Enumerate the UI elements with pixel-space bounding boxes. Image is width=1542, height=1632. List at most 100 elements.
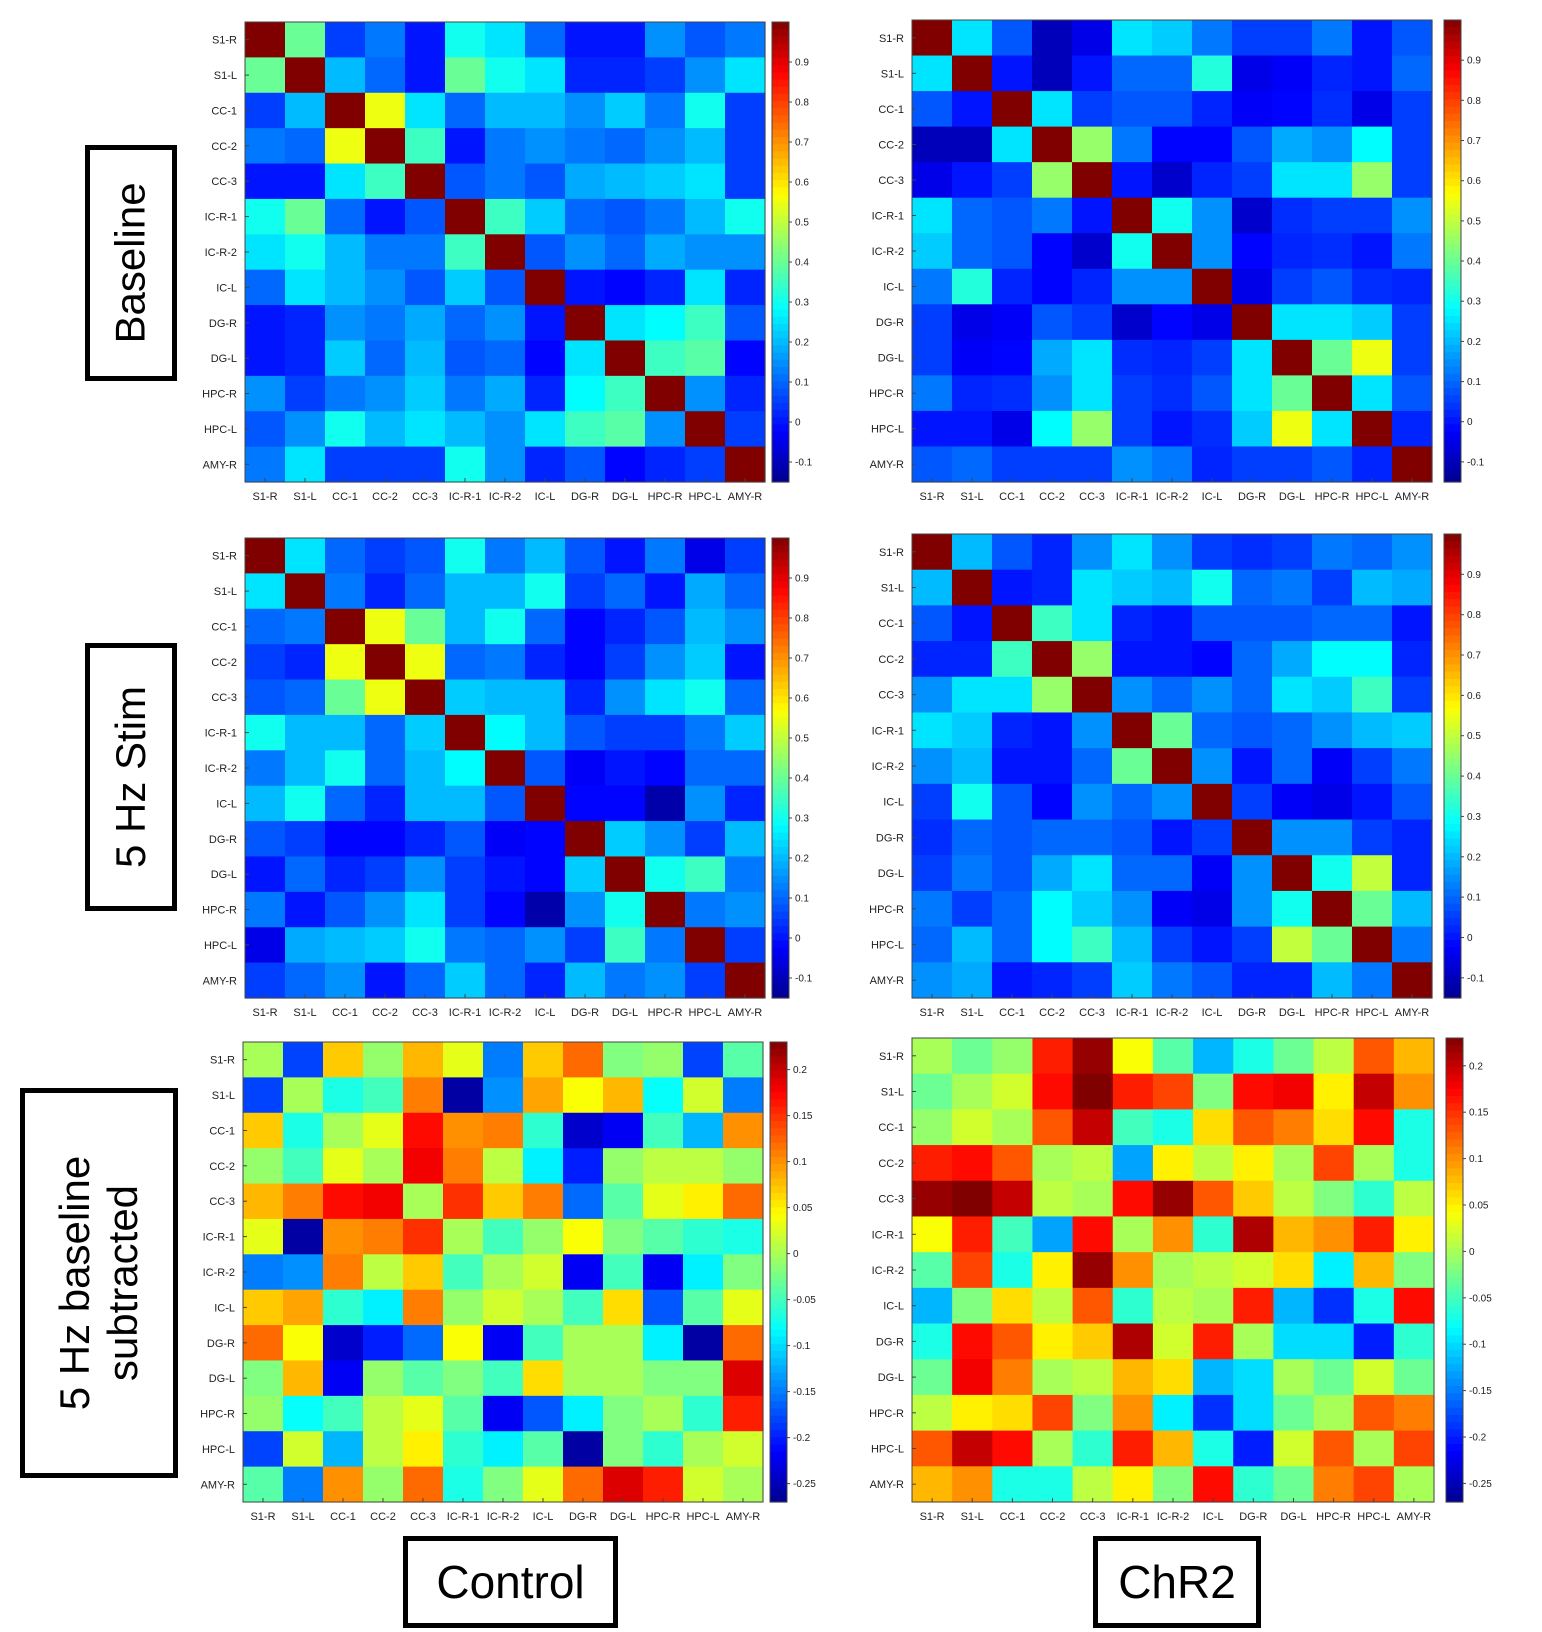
x-tick-label: CC-1 (999, 491, 1025, 503)
heatmap-cell (1112, 162, 1153, 199)
heatmap-cell (1312, 304, 1353, 341)
colorbar-segment (770, 1466, 787, 1474)
heatmap-cell (1072, 1323, 1114, 1360)
colorbar-segment (772, 460, 789, 469)
heatmap-cell (1112, 1145, 1154, 1182)
colorbar-segment (770, 1451, 787, 1460)
heatmap-cell (285, 891, 326, 928)
heatmap-cell (325, 962, 366, 999)
heatmap-cell (285, 411, 326, 448)
heatmap-cell (1152, 1145, 1194, 1182)
heatmap-cell (1032, 20, 1073, 57)
heatmap-cell (245, 446, 286, 483)
colorbar-segment (772, 653, 789, 661)
colorbar-segment (772, 552, 789, 561)
heatmap-cell (325, 891, 366, 928)
heatmap-cell (645, 340, 686, 377)
heatmap-cell (1193, 1359, 1234, 1396)
heatmap-cell (243, 1360, 284, 1397)
colorbar-segment (1444, 860, 1461, 869)
colorbar-segment (772, 674, 789, 683)
heatmap-cell (992, 375, 1033, 412)
x-tick-label: DG-R (569, 1511, 597, 1523)
heatmap-panel-1: S1-RS1-LCC-1CC-2CC-3IC-R-1IC-R-2IC-LDG-R… (202, 21, 813, 503)
heatmap-cell (1152, 1038, 1194, 1075)
y-tick-label: S1-L (214, 586, 237, 598)
colorbar-segment (1446, 1386, 1463, 1394)
colorbar-segment (770, 1063, 787, 1072)
colorbar-segment (1444, 308, 1461, 317)
colorbar-segment (1444, 787, 1461, 796)
colorbar-segment (772, 861, 789, 870)
colorbar-segment (770, 1106, 787, 1115)
heatmap-cell (1272, 712, 1313, 749)
colorbar-segment (1444, 229, 1461, 238)
heatmap-cell (1312, 339, 1353, 376)
heatmap-cell (523, 1431, 564, 1468)
colorbar-segment (1446, 1429, 1463, 1438)
heatmap-cell (483, 1466, 524, 1503)
heatmap-cell (683, 1395, 724, 1432)
heatmap-cell (285, 234, 326, 271)
colorbar-segment (772, 796, 789, 805)
colorbar-segment (770, 1458, 787, 1467)
colorbar-segment (770, 1437, 787, 1446)
colorbar-segment (772, 438, 789, 447)
heatmap-cell (523, 1466, 564, 1503)
heatmap-cell (1032, 1216, 1074, 1253)
heatmap-cell (443, 1148, 484, 1185)
x-tick-label: S1-R (919, 1007, 944, 1019)
heatmap-cell (523, 1077, 564, 1114)
y-tick-label: CC-3 (209, 1196, 235, 1208)
colorbar-segment (770, 1473, 787, 1482)
heatmap-cell (645, 163, 686, 200)
heatmap-cell (952, 1180, 993, 1218)
heatmap-cell (365, 962, 406, 999)
heatmap-cell (245, 714, 286, 751)
colorbar-segment (1444, 214, 1461, 223)
heatmap-cell (725, 750, 766, 787)
heatmap-cell (443, 1254, 484, 1291)
heatmap-cell (1193, 1145, 1234, 1182)
y-tick-label: DG-L (878, 868, 904, 880)
colorbar-segment (1444, 63, 1461, 72)
colorbar-segment (772, 789, 789, 798)
colorbar-segment (772, 897, 789, 906)
heatmap-cell (725, 340, 766, 377)
heatmap-cell (605, 163, 646, 200)
heatmap-cell (1392, 534, 1433, 571)
colorbar-segment (772, 137, 789, 145)
heatmap-cell (1072, 1252, 1114, 1289)
heatmap-cell (992, 268, 1033, 305)
heatmap-cell (565, 411, 606, 448)
y-tick-label: DG-R (876, 1336, 904, 1348)
colorbar-segment (1444, 294, 1461, 303)
heatmap-cell (645, 269, 686, 306)
heatmap-cell (1192, 233, 1233, 270)
colorbar-segment (1444, 41, 1461, 50)
heatmap-cell (912, 1323, 953, 1360)
heatmap-cell (1112, 126, 1153, 163)
heatmap-cell (525, 927, 566, 964)
heatmap-cell (1072, 962, 1113, 999)
heatmap-cell (523, 1148, 564, 1185)
heatmap-cell (1032, 890, 1073, 928)
colorbar-segment (1444, 802, 1461, 811)
colorbar-segment (772, 151, 789, 160)
heatmap-cell (605, 375, 646, 412)
heatmap-cell (685, 962, 726, 999)
colorbar-segment (772, 474, 789, 483)
colorbar-segment (772, 868, 789, 877)
heatmap-cell (1232, 162, 1273, 199)
heatmap-cell (1192, 375, 1233, 412)
heatmap-cell (605, 269, 646, 306)
heatmap-cell (1273, 1038, 1315, 1075)
heatmap-cell (952, 197, 993, 234)
x-tick-label: HPC-R (646, 1511, 681, 1523)
heatmap-cell (1112, 304, 1153, 341)
colorbar-segment (1444, 417, 1461, 425)
colorbar-segment (772, 144, 789, 152)
colorbar-tick-label: 0.5 (1467, 216, 1481, 227)
colorbar-segment (772, 875, 789, 884)
heatmap-cell (1272, 962, 1313, 999)
